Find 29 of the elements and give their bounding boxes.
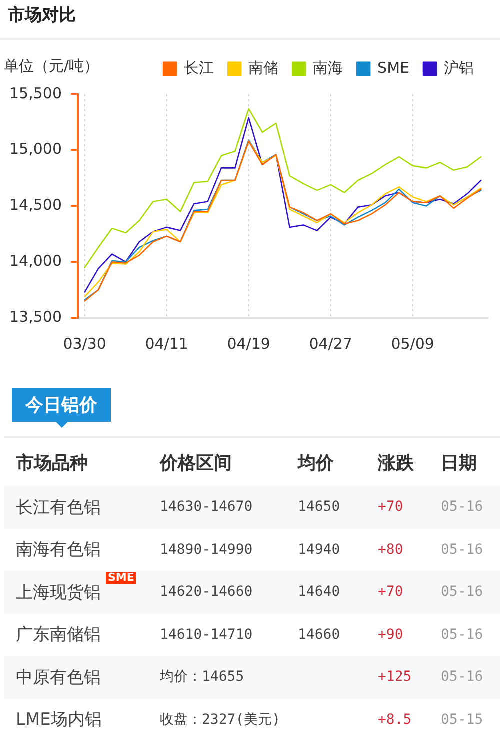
y-tick-label: 15,000 [10, 140, 62, 158]
x-tick-label: 03/30 [63, 334, 106, 353]
y-axis-title: 单位（元/吨） [4, 56, 100, 75]
legend-label: 沪铝 [444, 58, 474, 77]
table-row-text: LME场内铝 收盘：2327(美元) +8.5 05-15 [15, 709, 484, 732]
text: 今日铝价 [12, 388, 111, 422]
table-row: 中原有色铝 均价：14655 +125 05-16 [4, 656, 500, 698]
table-row: 上海现货铝 14620-14660 14640 +70 05-16 SME [4, 571, 500, 614]
chart-title: 市场对比 [7, 6, 76, 26]
legend-label: 南海 [313, 58, 344, 77]
table-row-text: 南海有色铝 14890-14990 14940 +80 05-16 [15, 539, 484, 562]
x-tick-label: 04/19 [227, 334, 270, 353]
x-tick-label: 04/27 [309, 334, 352, 353]
category-label: 均价 [298, 452, 334, 476]
legend-label: SME [378, 58, 410, 77]
legend-label: 长江 [184, 58, 214, 77]
category-label: 价格区间 [160, 452, 232, 476]
y-tick-label: 15,500 [10, 84, 62, 102]
table-row: 长江有色铝 14630-14670 14650 +70 05-16 [4, 486, 500, 528]
category-label: 涨跌 [378, 452, 414, 476]
x-tick-label: 05/09 [391, 334, 434, 353]
category-label: 日期 [441, 452, 477, 476]
x-tick-label: 04/11 [145, 334, 188, 353]
table-row-text: 广东南储铝 14610-14710 14660 +90 05-16 [15, 624, 484, 648]
y-tick-label: 14,000 [10, 252, 62, 270]
y-tick-label: 14,500 [10, 196, 62, 214]
category-label: 市场品种 [16, 452, 88, 476]
legend-label: 南储 [248, 58, 279, 77]
y-tick-label: 13,500 [10, 308, 62, 326]
